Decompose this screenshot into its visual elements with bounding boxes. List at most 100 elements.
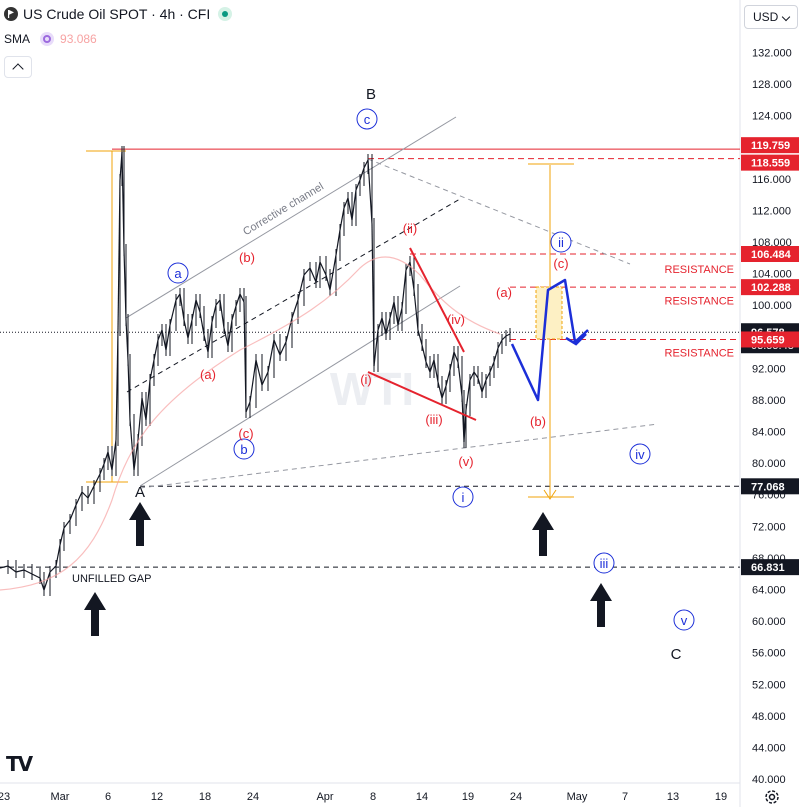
price-candle [39, 577, 45, 591]
price-candle [149, 359, 155, 381]
time-tick-label: 24 [510, 791, 522, 803]
crude-oil-flag-icon [4, 7, 18, 21]
collapse-legend-button[interactable] [4, 56, 32, 78]
price-candle [15, 569, 25, 573]
price-candle [55, 544, 61, 567]
triangle-lower-line [139, 423, 659, 489]
price-candle [49, 565, 57, 573]
price-candle [413, 289, 419, 331]
wave-circle-marker [452, 486, 474, 508]
price-candle [63, 519, 71, 529]
price-candle [315, 261, 321, 283]
wedge-lower-line [367, 371, 477, 421]
price-candle [477, 377, 483, 393]
wave-label-red: (a) [496, 285, 512, 300]
symbol-title-row[interactable]: US Crude Oil SPOT · 4h · CFI [4, 6, 233, 22]
price-candle [179, 293, 185, 321]
indicator-name: SMA [4, 32, 31, 46]
channel-lower-line [139, 285, 461, 487]
price-candle [501, 335, 507, 341]
price-tick-label: 132.000 [752, 48, 792, 60]
orange-arrowhead [543, 489, 557, 500]
price-level-tag-text: 102.288 [751, 282, 791, 294]
price-tick-label: 116.000 [752, 174, 791, 186]
wave-label-red: (c) [553, 256, 568, 271]
price-candle [231, 305, 237, 321]
wave-circle-marker [593, 552, 615, 574]
symbol-watermark: WTI [330, 363, 414, 415]
wave-label-red: (c) [238, 426, 253, 441]
channel-upper-line [125, 116, 457, 319]
price-candle [309, 267, 317, 283]
price-tick-label: 72.000 [752, 521, 786, 533]
indicator-settings-icon[interactable] [40, 32, 55, 46]
price-candle [249, 359, 257, 403]
price-candle [489, 361, 495, 373]
wave-label-major: C [671, 646, 682, 663]
price-candle [485, 371, 491, 381]
price-candle [169, 299, 177, 326]
price-candle [389, 301, 395, 319]
time-tick-label: 8 [370, 791, 376, 803]
wave-circle-marker [356, 108, 378, 130]
resistance-label: RESISTANCE [665, 295, 734, 307]
time-tick-label: 19 [462, 791, 474, 803]
price-candle [235, 293, 241, 307]
price-candle [195, 299, 201, 313]
wave-label-circled: ii [558, 235, 564, 250]
price-candle [421, 344, 427, 363]
price-candle [385, 317, 391, 335]
price-candle [441, 385, 447, 399]
projection-path [510, 278, 589, 402]
price-candle [111, 439, 117, 471]
price-candle [43, 571, 51, 591]
price-tick-label: 128.000 [752, 79, 792, 91]
time-tick-label: 6 [105, 791, 111, 803]
time-tick-label: 24 [247, 791, 259, 803]
wave-label-major: B [366, 86, 376, 103]
time-tick-label: May [567, 791, 588, 803]
indicator-value: 93.086 [60, 32, 97, 46]
price-candle [297, 274, 305, 301]
gear-icon[interactable] [763, 788, 781, 806]
price-candle [505, 333, 511, 337]
triangle-upper-line [367, 158, 631, 265]
price-candle [367, 159, 373, 225]
price-candle [107, 451, 113, 471]
price-candle [261, 371, 269, 386]
price-candle [153, 339, 159, 361]
price-tick-label: 60.000 [752, 616, 786, 628]
price-candle [59, 527, 65, 546]
price-candle [445, 369, 451, 387]
price-level-tag [741, 137, 799, 154]
channel-mid-line [126, 198, 461, 393]
price-candle [279, 341, 287, 356]
price-level-tag-text: 118.559 [751, 158, 790, 170]
indicator-legend[interactable]: SMA 93.086 [4, 32, 97, 46]
wave-label-circled: a [174, 266, 182, 281]
currency-label: USD [753, 10, 779, 24]
price-candle [497, 339, 503, 349]
price-level-tag [741, 279, 799, 296]
price-candle [245, 401, 251, 413]
wave-label-red: (a) [200, 367, 216, 382]
price-tick-label: 56.000 [752, 648, 786, 660]
price-candle [355, 179, 361, 191]
price-candle [285, 317, 293, 343]
price-candle [199, 311, 205, 336]
wave-label-red: (iii) [425, 412, 442, 427]
chevron-down-icon [781, 12, 791, 22]
chart-header: US Crude Oil SPOT · 4h · CFI SMA 93.086 [0, 0, 740, 78]
price-level-tag [741, 154, 799, 171]
price-candle [329, 254, 337, 291]
price-candle [223, 327, 229, 347]
price-level-tag-text: 77.068 [751, 481, 785, 493]
price-candle [137, 397, 143, 441]
price-candle [377, 317, 383, 331]
price-tick-label: 64.000 [752, 584, 786, 596]
price-candle [7, 565, 17, 573]
currency-selector[interactable]: USD [744, 5, 798, 29]
tradingview-logo[interactable]: TV [6, 752, 33, 776]
time-tick-label: Apr [316, 791, 333, 803]
